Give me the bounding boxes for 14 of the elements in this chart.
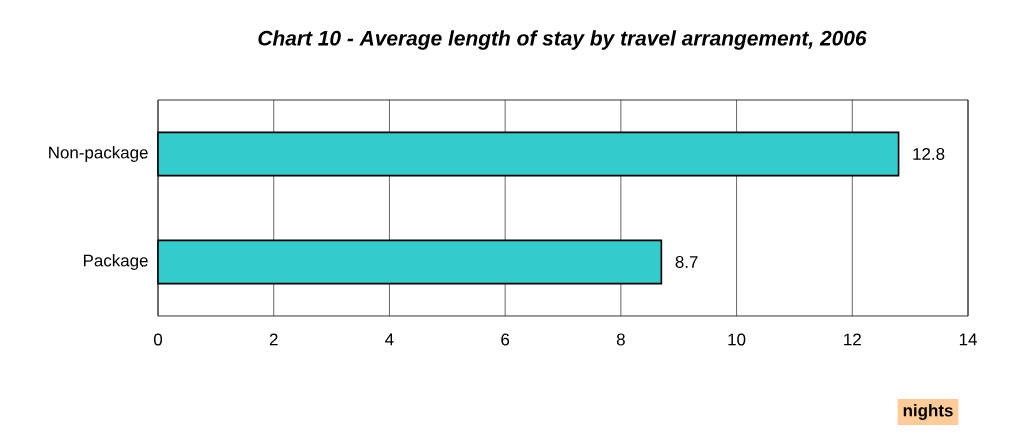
data-label: 12.8 bbox=[913, 147, 945, 160]
x-tick-label: 10 bbox=[728, 333, 746, 346]
x-tick-label: 2 bbox=[269, 333, 278, 346]
x-tick-label: 0 bbox=[153, 333, 163, 346]
x-tick-label: 6 bbox=[501, 333, 510, 346]
data-label: 8.7 bbox=[675, 255, 698, 268]
x-axis-title: nights bbox=[903, 404, 953, 420]
chart-title: Chart 10 - Average length of stay by travel arrangement, 2006 bbox=[258, 30, 867, 50]
y-tick-label: Non-package bbox=[49, 146, 148, 162]
x-tick-label: 14 bbox=[959, 333, 977, 346]
x-tick-label: 8 bbox=[616, 333, 625, 346]
y-tick-label: Package bbox=[83, 254, 148, 270]
x-tick-label: 12 bbox=[844, 333, 861, 346]
x-tick-label: 4 bbox=[385, 333, 394, 346]
